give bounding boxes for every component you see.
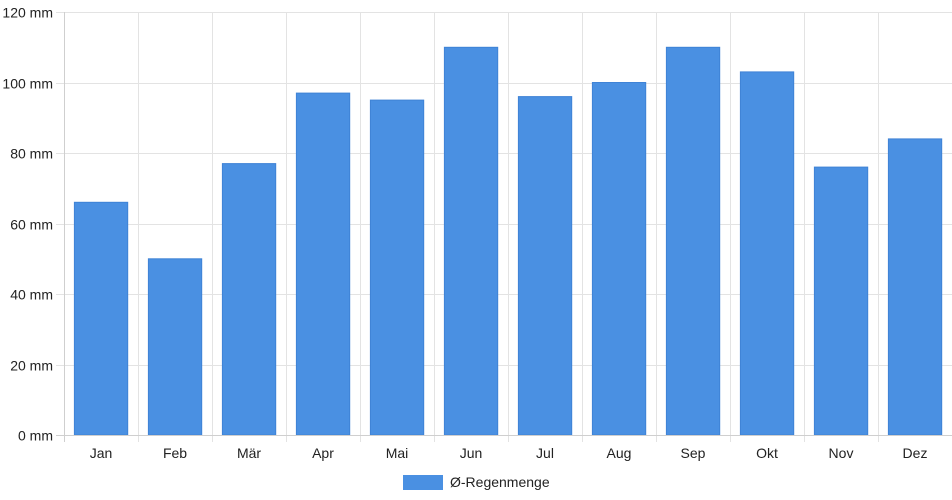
x-tick-label: Mai <box>386 445 409 461</box>
x-tick-label: Nov <box>829 445 854 461</box>
x-tick-label: Mär <box>237 445 261 461</box>
x-tick-label: Jan <box>90 445 113 461</box>
y-tick-label: 0 mm <box>18 428 53 444</box>
bar-dez[interactable] <box>887 138 943 436</box>
x-axis-ticks: Jan Feb Mär Apr Mai Jun Jul Aug Sep Okt Nov Dez <box>90 445 928 461</box>
bar-okt[interactable] <box>739 71 795 436</box>
bar-jan[interactable] <box>73 201 129 436</box>
x-tick-label: Feb <box>163 445 187 461</box>
y-tick-label: 40 mm <box>10 287 53 303</box>
grid-lines <box>56 12 952 442</box>
x-tick-label: Jun <box>460 445 483 461</box>
bar-sep[interactable] <box>665 46 721 436</box>
x-tick-label: Sep <box>681 445 706 461</box>
axes <box>56 12 952 442</box>
y-axis-ticks: 0 mm 20 mm 40 mm 60 mm 80 mm 100 mm 120 mm <box>2 5 53 444</box>
legend-label: Ø-Regenmenge <box>450 474 550 490</box>
legend[interactable]: Ø-Regenmenge <box>403 474 550 490</box>
y-tick-label: 80 mm <box>10 146 53 162</box>
bar-apr[interactable] <box>295 92 351 436</box>
x-tick-label: Apr <box>312 445 334 461</box>
bar-feb[interactable] <box>147 258 203 436</box>
bar-nov[interactable] <box>813 166 869 436</box>
bar-mai[interactable] <box>369 99 425 436</box>
bar-aug[interactable] <box>591 82 647 436</box>
x-tick-label: Jul <box>536 445 554 461</box>
y-tick-label: 60 mm <box>10 217 53 233</box>
y-tick-label: 100 mm <box>2 76 53 92</box>
x-tick-label: Okt <box>756 445 778 461</box>
legend-swatch <box>403 475 443 490</box>
bar-jul[interactable] <box>517 96 573 436</box>
bars <box>73 46 943 436</box>
bar-jun[interactable] <box>443 46 499 436</box>
y-tick-label: 120 mm <box>2 5 53 21</box>
bar-mär[interactable] <box>221 163 277 436</box>
x-tick-label: Dez <box>903 445 928 461</box>
x-tick-label: Aug <box>607 445 632 461</box>
y-tick-label: 20 mm <box>10 358 53 374</box>
